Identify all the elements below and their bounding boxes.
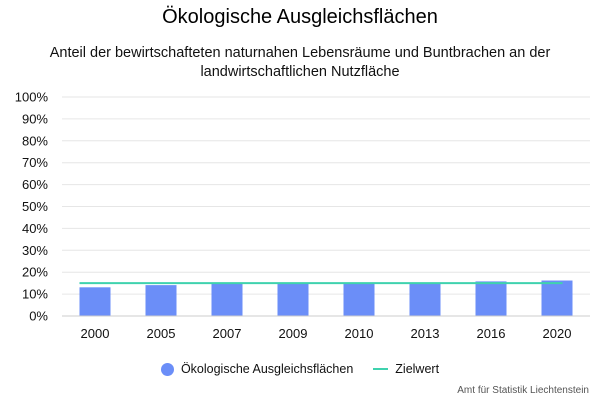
legend-item-bars[interactable]: Ökologische Ausgleichsflächen [160,362,354,376]
bar-2020[interactable] [541,280,573,316]
y-tick-label: 80% [22,133,48,148]
y-tick-label: 0% [29,309,48,324]
x-tick-label: 2020 [543,326,572,341]
chart-legend: Ökologische Ausgleichsflächen Zielwert [0,362,600,376]
x-tick-label: 2016 [477,326,506,341]
y-tick-label: 10% [22,287,48,302]
chart-title: Ökologische Ausgleichsflächen [162,6,438,28]
bar-2005[interactable] [145,285,177,316]
bar-2009[interactable] [277,283,309,316]
x-tick-label: 2000 [81,326,110,341]
bar-2007[interactable] [211,283,243,316]
x-tick-label: 2009 [279,326,308,341]
legend-target-label: Zielwert [395,362,440,376]
x-tick-label: 2007 [213,326,242,341]
y-tick-label: 20% [22,265,48,280]
y-tick-label: 30% [22,243,48,258]
y-tick-label: 60% [22,177,48,192]
legend-bar-label: Ökologische Ausgleichsflächen [180,362,354,376]
y-tick-label: 100% [15,90,49,105]
bar-2016[interactable] [475,281,507,316]
y-tick-label: 70% [22,155,48,170]
bar-2013[interactable] [409,283,441,316]
legend-bar-swatch-icon [160,362,174,376]
x-tick-label: 2010 [345,326,374,341]
y-tick-label: 50% [22,199,48,214]
bar-2010[interactable] [343,283,375,316]
chart-credits[interactable]: Amt für Statistik Liechtenstein [457,385,589,396]
legend-item-target[interactable]: Zielwert [373,362,439,376]
chart-subtitle: Anteil der bewirtschafteten naturnahen L… [49,45,551,80]
x-tick-label: 2005 [147,326,176,341]
x-tick-label: 2013 [411,326,440,341]
legend-line-swatch-icon [373,368,389,370]
y-tick-label: 40% [22,221,48,236]
bar-2000[interactable] [79,287,111,316]
y-tick-label: 90% [22,111,48,126]
